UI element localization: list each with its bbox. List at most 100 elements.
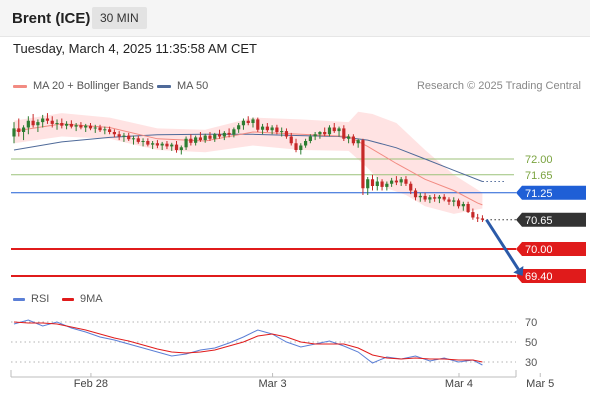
forecast-arrow-shaft: [485, 218, 520, 271]
legend-ma20-swatch: [13, 84, 27, 88]
candle-body: [36, 122, 40, 126]
candle-body: [289, 136, 293, 144]
candle-body: [88, 125, 93, 129]
candle-body: [265, 126, 269, 131]
copyright-notice: Research © 2025 Trading Central: [416, 80, 581, 92]
rsi-panel: 70 50 30: [11, 317, 537, 369]
x-tick-label: Mar 5: [526, 378, 554, 390]
candle-body: [93, 127, 97, 129]
candle-body: [399, 179, 403, 183]
level-tag-label-4: 70.00: [525, 244, 553, 256]
candle-body: [136, 138, 140, 142]
level-label-0: 72.00: [525, 154, 553, 166]
candle-body: [84, 125, 88, 128]
candle-body: [41, 118, 45, 123]
candle-body: [456, 200, 461, 207]
rsi-series-rsi: [13, 319, 483, 366]
x-tick-label: Mar 3: [258, 378, 286, 390]
bollinger-band: [14, 111, 483, 214]
candle-body: [246, 120, 250, 123]
candle-body: [208, 135, 212, 139]
candle-body: [433, 197, 437, 199]
candle-body: [466, 204, 470, 213]
rsi-series-9ma: [13, 321, 483, 363]
rsi-tick-label: 70: [525, 317, 537, 329]
candle-body: [437, 196, 442, 199]
candle-body: [413, 190, 418, 198]
candle-body: [184, 138, 188, 148]
candle-body: [12, 128, 16, 137]
candle-body: [160, 143, 164, 146]
rsi-tick-label: 30: [525, 357, 537, 369]
legend-ma50-label: MA 50: [177, 80, 209, 92]
candle-body: [112, 132, 116, 135]
legend-ma20-label: MA 20 + Bollinger Bands: [33, 80, 154, 92]
candle-body: [366, 179, 370, 189]
candle-body: [303, 141, 308, 146]
legend-rsi-label: RSI: [31, 293, 50, 305]
candle-body: [26, 120, 30, 128]
candle-body: [189, 138, 193, 143]
candle-body: [55, 123, 59, 124]
candle-body: [280, 131, 284, 133]
candle-body: [452, 200, 456, 202]
level-tag-bg-5: [516, 269, 586, 283]
candle-body: [385, 183, 389, 187]
candle-body: [194, 137, 198, 143]
candle-body: [480, 218, 485, 220]
candle-body: [170, 144, 174, 147]
candle-body: [69, 123, 73, 127]
candle-body: [275, 127, 279, 132]
legend-9ma-label: 9MA: [80, 293, 103, 305]
candle-body: [222, 132, 226, 137]
candle-body: [127, 135, 131, 140]
candle-body: [79, 125, 83, 128]
candle-body: [31, 120, 35, 126]
level-tag-bg-4: [516, 242, 586, 256]
candle-body: [256, 119, 260, 130]
candle-body: [45, 118, 50, 121]
candle-body: [318, 132, 322, 135]
candle-body: [198, 137, 203, 141]
timeframe-badge[interactable]: 30 MIN: [92, 7, 147, 29]
legend-rsi-swatch: [13, 297, 25, 301]
candle-body: [260, 126, 265, 130]
bollinger-band-fill: [14, 111, 483, 214]
candle-body: [213, 134, 217, 139]
candle-body: [174, 144, 179, 150]
candle-body: [409, 183, 413, 191]
candle-body: [351, 136, 355, 144]
level-tag-label-3: 70.65: [525, 215, 553, 227]
candle-body: [151, 143, 155, 145]
legend-9ma-swatch: [62, 297, 74, 301]
candle-body: [74, 125, 78, 127]
candles: [12, 113, 485, 222]
price-levels: [11, 158, 516, 277]
candle-body: [122, 135, 126, 137]
candle-body: [117, 134, 121, 137]
candle-body: [270, 127, 274, 131]
legend-ma20: MA 20 + Bollinger Bands: [13, 80, 154, 92]
ma50-line: [13, 133, 483, 182]
candle-body: [337, 128, 341, 132]
candle-body: [21, 127, 26, 132]
candle-body: [361, 140, 365, 189]
candle-body: [50, 120, 54, 124]
candle-body: [17, 128, 21, 132]
candle-body: [103, 129, 107, 131]
candle-body: [370, 179, 375, 186]
timestamp: Tuesday, March 4, 2025 11:35:58 AM CET: [13, 41, 257, 56]
level-tags: 72.00 71.65 71.25 70.65 70.00 69.40: [516, 154, 586, 283]
candle-body: [380, 181, 384, 187]
x-tick-label: Feb 28: [74, 378, 108, 390]
legend-ma50-swatch: [157, 84, 171, 88]
forecast-arrow: [485, 218, 524, 276]
candle-body: [342, 128, 346, 139]
candle-body: [131, 138, 136, 140]
candle-body: [390, 180, 394, 184]
level-tag-label-5: 69.40: [525, 271, 553, 283]
level-tag-bg-3: [516, 212, 586, 227]
candle-body: [356, 140, 360, 144]
